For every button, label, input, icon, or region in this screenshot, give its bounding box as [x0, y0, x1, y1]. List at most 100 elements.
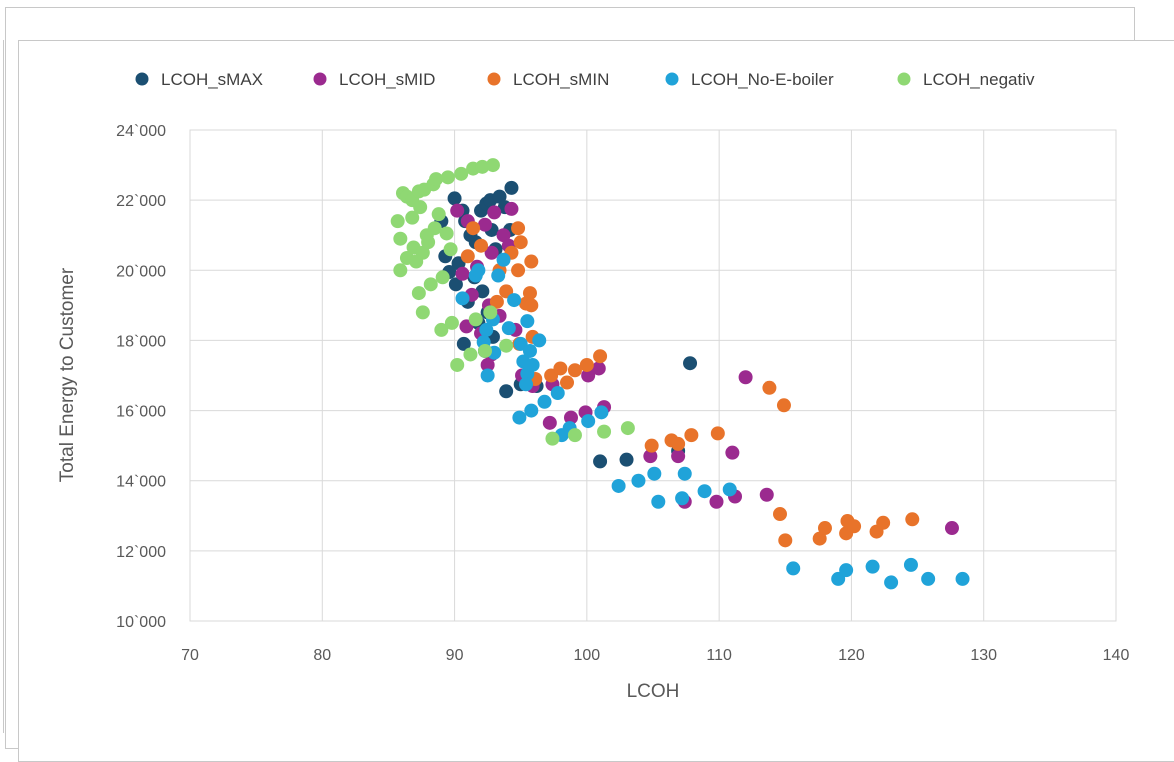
data-point: [450, 203, 465, 218]
data-point: [443, 242, 458, 257]
data-point: [484, 245, 499, 260]
data-point: [532, 333, 547, 348]
data-point: [429, 172, 444, 187]
data-point: [496, 228, 511, 243]
data-point: [522, 343, 537, 358]
data-point: [474, 238, 489, 253]
data-point: [593, 454, 608, 469]
data-point: [581, 414, 596, 429]
data-point: [738, 370, 753, 385]
x-axis-tick-labels: 70 80 90 100 110 120 130 140: [181, 647, 1129, 664]
data-point: [722, 482, 737, 497]
data-point: [567, 428, 582, 443]
data-point: [475, 284, 490, 299]
legend-label: LCOH_sMIN: [513, 70, 609, 89]
x-axis-title: LCOH: [627, 681, 680, 702]
data-point: [762, 380, 777, 395]
legend-marker: [487, 72, 501, 86]
data-point: [524, 298, 539, 313]
y-tick-label: 24`000: [116, 123, 166, 140]
x-tick-label: 80: [313, 647, 331, 664]
chart-area-frame: [18, 40, 1174, 762]
data-point: [553, 361, 568, 376]
data-point: [421, 235, 436, 250]
data-point: [677, 466, 692, 481]
data-point: [434, 322, 449, 337]
data-point: [496, 252, 511, 267]
data-point: [550, 386, 565, 401]
data-point: [390, 214, 405, 229]
y-tick-label: 18`000: [116, 333, 166, 350]
data-point: [525, 357, 540, 372]
legend-label: LCOH_sMID: [339, 70, 435, 89]
y-tick-label: 22`000: [116, 193, 166, 210]
data-point: [480, 368, 495, 383]
x-tick-label: 100: [574, 647, 601, 664]
data-point: [479, 322, 494, 337]
data-point: [435, 270, 450, 285]
window-edge: [3, 40, 4, 733]
legend-label: LCOH_negativ: [923, 70, 1035, 89]
data-point: [492, 189, 507, 204]
data-point: [921, 571, 936, 586]
data-points: [390, 158, 970, 590]
data-point: [884, 575, 899, 590]
legend-marker: [897, 72, 911, 86]
data-point: [501, 321, 516, 336]
data-point: [520, 314, 535, 329]
data-point: [955, 571, 970, 586]
data-point: [411, 286, 426, 301]
data-point: [511, 263, 526, 278]
data-point: [671, 449, 686, 464]
data-point: [778, 533, 793, 548]
data-point: [456, 336, 471, 351]
data-point: [593, 349, 608, 364]
data-point: [504, 201, 519, 216]
plot-area-border: [189, 129, 1117, 622]
data-point: [560, 375, 575, 390]
data-point: [647, 466, 662, 481]
x-tick-label: 110: [706, 647, 732, 664]
data-point: [440, 170, 455, 185]
data-point: [683, 356, 698, 371]
data-point: [563, 410, 578, 425]
series-LCOH_negativ: [390, 158, 635, 446]
legend-label: LCOH_No-E-boiler: [691, 70, 834, 89]
data-point: [415, 245, 430, 260]
data-point: [537, 394, 552, 409]
y-tick-label: 10`000: [116, 614, 166, 631]
data-point: [499, 384, 514, 399]
y-tick-label: 14`000: [116, 474, 166, 491]
data-point: [591, 361, 606, 376]
data-point: [450, 357, 465, 372]
data-point: [405, 210, 420, 225]
data-point: [597, 424, 612, 439]
data-point: [519, 377, 534, 392]
data-point: [776, 398, 791, 413]
data-point: [439, 226, 454, 241]
data-point: [455, 291, 470, 306]
data-point: [512, 410, 527, 425]
data-point: [455, 266, 470, 281]
data-point: [448, 277, 463, 292]
data-point: [463, 347, 478, 362]
data-point: [507, 293, 522, 308]
data-point: [651, 494, 666, 509]
data-point: [454, 166, 469, 181]
data-point: [644, 438, 659, 453]
y-axis-title: Total Energy to Customer: [57, 267, 78, 482]
y-tick-label: 16`000: [116, 404, 166, 421]
data-point: [839, 563, 854, 578]
scatter-chart: 70 80 90 100 110 120 130 140 10`000 12`000 14`000…: [57, 70, 1129, 702]
data-point: [427, 221, 442, 236]
data-point: [477, 343, 492, 358]
x-tick-label: 70: [181, 647, 199, 664]
data-point: [903, 557, 918, 572]
data-point: [491, 268, 506, 283]
data-point: [671, 436, 686, 451]
data-point: [524, 403, 539, 418]
legend-label: LCOH_sMAX: [161, 70, 263, 89]
data-point: [643, 449, 658, 464]
data-point: [468, 312, 483, 327]
data-point: [471, 263, 486, 278]
